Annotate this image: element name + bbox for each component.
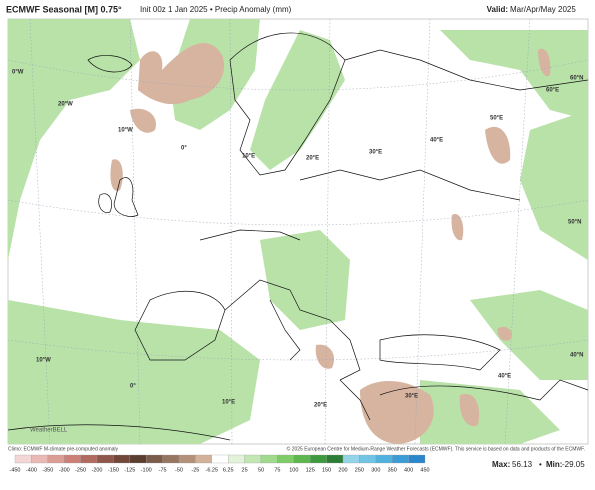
legend-swatch [31,454,48,464]
legend-tick: -6.25 [206,467,219,473]
map-label: 30°E [405,394,418,400]
legend-swatch [113,454,130,464]
legend-swatch [342,454,360,464]
legend-tick: -75 [159,467,167,473]
legend-tick: -200 [91,467,102,473]
map-label: 60°E [546,88,559,94]
legend-tick: -450 [9,467,20,473]
legend: -450 -400 -350 -300 -250 -200 -150 -125 -100 -75 -… [9,454,430,473]
map-label: 20°E [306,156,319,162]
legend-swatch [260,454,278,464]
legend-swatch [195,454,212,464]
valid-label: Valid: [487,5,508,14]
legend-tick: -350 [42,467,53,473]
legend-tick: -100 [141,467,152,473]
legend-tick: -50 [175,467,183,473]
map-label: 50°N [568,220,581,226]
map-label: 40°E [498,374,511,380]
legend-swatch [129,454,147,464]
legend-swatch [228,454,245,464]
legend-swatch [178,454,196,464]
legend-tick: -25 [191,467,199,473]
map-label: 0°W [12,70,24,76]
legend-tick: -300 [59,467,70,473]
legend-swatch [80,454,98,464]
max-label: Max: [492,460,510,469]
legend-swatch [359,454,376,464]
stats-separator: • [539,460,542,469]
subtitle: Init 00z 1 Jan 2025 • Precip Anomaly (mm… [140,5,292,14]
map-label: 0° [181,146,187,152]
legend-tick: 150 [322,467,331,473]
min-value: -29.05 [562,460,585,469]
legend-swatch [211,454,229,464]
legend-swatch [244,454,262,464]
negative-fills [110,43,551,444]
legend-swatch [293,454,311,464]
map-label: 10°E [242,154,255,160]
climo-note: Climo: ECMWF M-climate pre-computed anom… [8,446,119,452]
legend-swatch [375,454,393,464]
legend-tick: 200 [338,467,347,473]
legend-tick: 300 [371,467,380,473]
legend-tick: -250 [75,467,86,473]
legend-tick: 6.25 [223,467,234,473]
legend-swatch [408,454,426,464]
map-label: 50°E [490,116,503,122]
map-label: 30°E [369,150,382,156]
legend-tick: 350 [388,467,397,473]
legend-swatch [146,454,163,464]
legend-swatch [14,454,32,464]
title: ECMWF Seasonal [M] 0.75° [6,4,122,14]
legend-swatch [47,454,65,464]
legend-tick: 75 [274,467,280,473]
legend-tick: 400 [404,467,413,473]
valid-value: Mar/Apr/May 2025 [510,5,576,14]
legend-tick: 50 [258,467,264,473]
legend-tick: -400 [26,467,37,473]
map: 0°W 20°W 10°W 0° 10°E 20°E 30°E 40°E 50°E 60°E 60°… [7,18,589,445]
max-value: 56.13 [512,460,533,469]
map-label: 60°N [570,76,583,82]
legend-tick: 450 [420,467,429,473]
legend-swatch [162,454,180,464]
legend-tick: 100 [289,467,298,473]
map-label: 10°W [118,128,133,134]
min-label: Min: [546,460,562,469]
legend-tick: 250 [355,467,364,473]
coastlines [7,32,589,441]
legend-tick: -125 [124,467,135,473]
legend-tick: -150 [108,467,119,473]
map-label: 20°E [314,403,327,409]
graticule [7,18,589,445]
map-label: 10°W [36,358,51,364]
legend-swatch [310,454,327,464]
map-label: 10°E [222,400,235,406]
legend-swatch [392,454,409,464]
map-labels: 0°W 20°W 10°W 0° 10°E 20°E 30°E 40°E 50°E 60°E 60°… [12,70,583,409]
map-label: 40°E [430,138,443,144]
legend-swatch [326,454,344,464]
copyright: © 2025 European Centre for Medium-Range … [287,445,585,452]
map-label: 0° [130,384,136,390]
legend-swatch [64,454,81,464]
legend-swatch [277,454,294,464]
legend-tick: 25 [242,467,248,473]
legend-tick: 125 [306,467,315,473]
map-label: 40°N [570,353,583,359]
logo: WeatherBELL [30,428,68,434]
map-label: 20°W [58,102,73,108]
legend-swatch [96,454,114,464]
